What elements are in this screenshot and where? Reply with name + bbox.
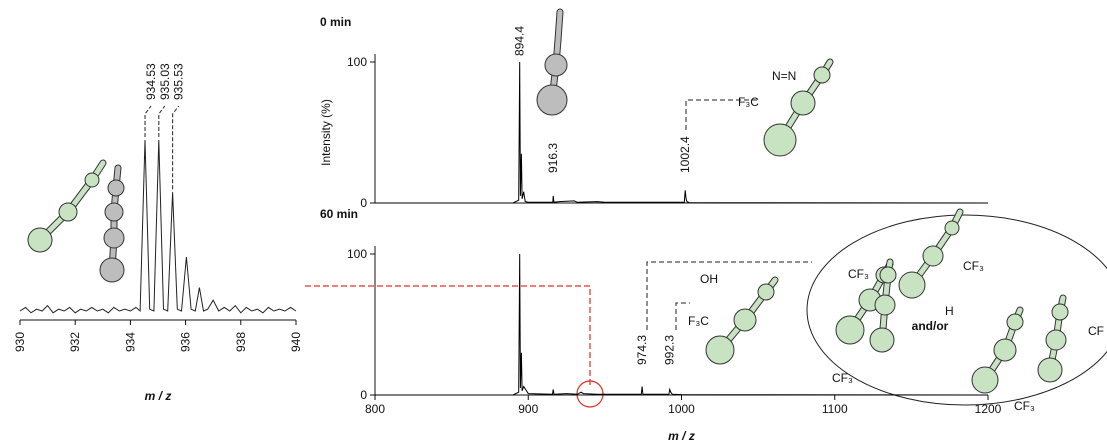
annotation: and/or [912, 319, 949, 333]
atom-bead [104, 202, 124, 222]
atom-bead [874, 294, 896, 316]
x-tick-label: 900 [518, 402, 538, 416]
atom-bead [1051, 303, 1069, 321]
atom-bead [757, 283, 775, 301]
atom-bead [879, 266, 897, 284]
y-tick-label: 100 [347, 55, 367, 69]
structure-label: CF₃ [848, 267, 869, 281]
atom-bead [705, 335, 735, 365]
x-tick-label: 940 [289, 332, 303, 352]
atom-bead [922, 245, 944, 267]
spectrum-line [19, 139, 297, 314]
atom-bead [813, 66, 831, 84]
red-guide [305, 285, 604, 408]
y-tick-label: 100 [347, 247, 367, 261]
atom-bead [898, 271, 926, 299]
atom-bead [58, 202, 78, 222]
atom-bead [1037, 357, 1063, 383]
leader [685, 99, 760, 130]
x-tick-label: 930 [13, 332, 27, 352]
atom-bead [944, 220, 960, 236]
atom-bead [103, 227, 125, 249]
leader [646, 261, 812, 330]
peak-label: 894.4 [513, 26, 527, 56]
structure-label: F₃C [738, 95, 759, 109]
spectrum-line [375, 61, 989, 204]
atom-bead [869, 327, 895, 353]
outline-ellipse [806, 214, 1107, 406]
peak-leader [172, 105, 180, 190]
atom-bead [835, 315, 865, 345]
structure-label: CF₃ [1014, 399, 1035, 413]
y-tick-label: 0 [360, 196, 367, 210]
peak-leader [144, 105, 152, 137]
atom-bead [733, 308, 757, 332]
spectrum-line [375, 253, 989, 396]
panel-title: 60 min [320, 207, 358, 221]
y-axis-label: Intensity (%) [319, 99, 333, 166]
x-axis-label: m / z [145, 389, 172, 403]
peak-label: 1002.4 [678, 136, 692, 173]
red-leader [305, 285, 591, 386]
atom-bead [993, 338, 1017, 362]
atom-bead [544, 53, 568, 77]
atom-bead [107, 179, 125, 197]
x-tick-label: 936 [179, 332, 193, 352]
leader [675, 302, 690, 330]
peak-leader [158, 105, 166, 137]
peak-label: 934.53 [144, 63, 158, 100]
x-tick-label: 934 [123, 332, 137, 352]
panel-title: 0 min [320, 15, 351, 29]
atom-bead [790, 90, 816, 116]
atom-bead [1006, 313, 1024, 331]
structure-label: CF [1088, 324, 1104, 338]
structure-label: CF₃ [832, 371, 853, 385]
structure-label: H [945, 304, 954, 318]
peak-label: 916.3 [546, 143, 560, 173]
peak-label: 974.3 [635, 335, 649, 365]
structure-label: F₃C [688, 314, 709, 328]
x-axis-label: m / z [668, 429, 695, 443]
peak-label: 992.3 [663, 335, 677, 365]
y-tick-label: 0 [360, 388, 367, 402]
x-tick-label: 938 [234, 332, 248, 352]
bond-fill [555, 9, 563, 43]
structure-label: OH [700, 272, 718, 286]
peak-label: 935.03 [158, 63, 172, 100]
x-tick-label: 932 [68, 332, 82, 352]
atom-bead [27, 227, 53, 253]
atom-bead [536, 84, 568, 116]
peak-label: 935.53 [172, 63, 186, 100]
atom-bead [763, 123, 797, 157]
atom-bead [84, 172, 100, 188]
structure-label: N=N [772, 69, 796, 83]
x-tick-label: 1000 [668, 402, 695, 416]
atom-bead [971, 366, 999, 394]
atom-bead [1045, 329, 1067, 351]
structure-label: CF₃ [963, 259, 984, 273]
x-tick-label: 800 [365, 402, 385, 416]
x-tick-label: 1100 [822, 402, 848, 416]
black-leaders [646, 99, 812, 330]
x-tick-label: 1200 [975, 402, 1002, 416]
atom-bead [99, 257, 125, 283]
decor [806, 214, 1107, 406]
